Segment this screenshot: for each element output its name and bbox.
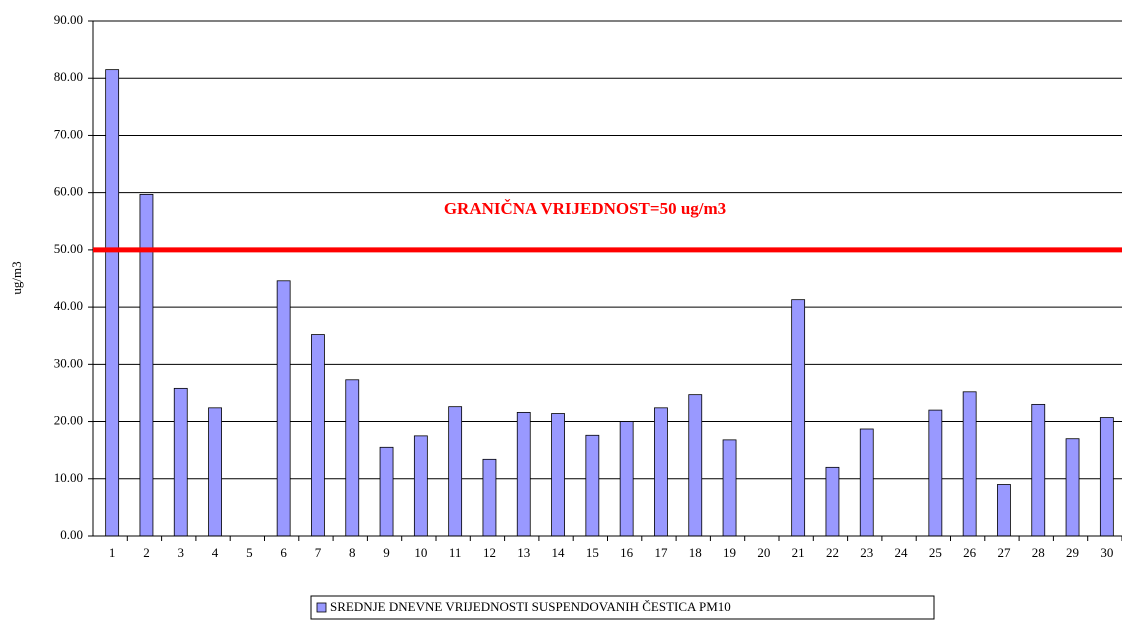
x-tick-label: 22 [826, 545, 839, 560]
x-tick-label: 21 [792, 545, 805, 560]
x-tick-label: 29 [1066, 545, 1079, 560]
x-tick-label: 25 [929, 545, 942, 560]
x-tick-label: 19 [723, 545, 736, 560]
y-tick-label: 70.00 [54, 126, 83, 141]
bar [722, 439, 737, 537]
y-axis-label: ug/m3 [9, 261, 24, 294]
y-tick-label: 30.00 [54, 355, 83, 370]
x-tick-label: 15 [586, 545, 599, 560]
bar [448, 406, 463, 537]
x-tick-label: 24 [895, 545, 909, 560]
bar [105, 69, 120, 537]
x-tick-label: 1 [109, 545, 116, 560]
bar [208, 407, 222, 537]
y-tick-label: 80.00 [54, 69, 83, 84]
x-tick-label: 28 [1032, 545, 1045, 560]
y-tick-label: 60.00 [54, 184, 83, 199]
y-tick-label: 20.00 [54, 413, 83, 428]
x-tick-label: 16 [620, 545, 634, 560]
bar [379, 446, 394, 537]
bar [1099, 417, 1114, 537]
x-tick-label: 23 [860, 545, 873, 560]
y-tick-label: 40.00 [54, 298, 83, 313]
x-tick-label: 5 [246, 545, 253, 560]
x-tick-label: 10 [414, 545, 427, 560]
bar [345, 379, 360, 537]
legend-label: SREDNJE DNEVNE VRIJEDNOSTI SUSPENDOVANIH… [330, 599, 731, 614]
x-tick-label: 11 [449, 545, 462, 560]
x-tick-label: 2 [143, 545, 150, 560]
x-tick-label: 18 [689, 545, 702, 560]
x-tick-label: 8 [349, 545, 356, 560]
bar [311, 334, 325, 537]
bar [962, 391, 977, 537]
x-tick-label: 9 [383, 545, 390, 560]
legend-swatch [316, 602, 327, 613]
x-tick-label: 27 [997, 545, 1011, 560]
bar [139, 193, 154, 537]
y-tick-label: 10.00 [54, 470, 83, 485]
x-tick-label: 3 [178, 545, 185, 560]
bar [1031, 403, 1046, 537]
bar [585, 434, 600, 537]
bar [791, 299, 806, 537]
bar [173, 387, 188, 537]
bar [654, 407, 668, 537]
bar [551, 413, 565, 537]
x-tick-label: 30 [1100, 545, 1113, 560]
bar [619, 421, 634, 537]
legend-box [310, 595, 935, 620]
bar [413, 435, 428, 537]
x-tick-label: 13 [517, 545, 530, 560]
x-tick-label: 20 [757, 545, 770, 560]
bar [688, 394, 703, 537]
bar [825, 466, 840, 537]
bar [859, 428, 874, 537]
x-tick-label: 17 [654, 545, 668, 560]
bar [1065, 438, 1080, 537]
bar [482, 458, 497, 537]
x-tick-label: 4 [212, 545, 219, 560]
y-tick-label: 90.00 [54, 12, 83, 27]
bar [516, 411, 531, 537]
y-tick-label: 0.00 [60, 527, 83, 542]
x-tick-label: 6 [280, 545, 287, 560]
x-tick-label: 26 [963, 545, 977, 560]
x-tick-label: 7 [315, 545, 322, 560]
y-tick-label: 50.00 [54, 241, 83, 256]
x-tick-label: 14 [552, 545, 566, 560]
bar [276, 280, 291, 537]
annotation: GRANIČNA VRIJEDNOST=50 ug/m3 [444, 199, 726, 218]
bar [997, 484, 1011, 537]
bar [928, 409, 943, 537]
x-tick-label: 12 [483, 545, 496, 560]
